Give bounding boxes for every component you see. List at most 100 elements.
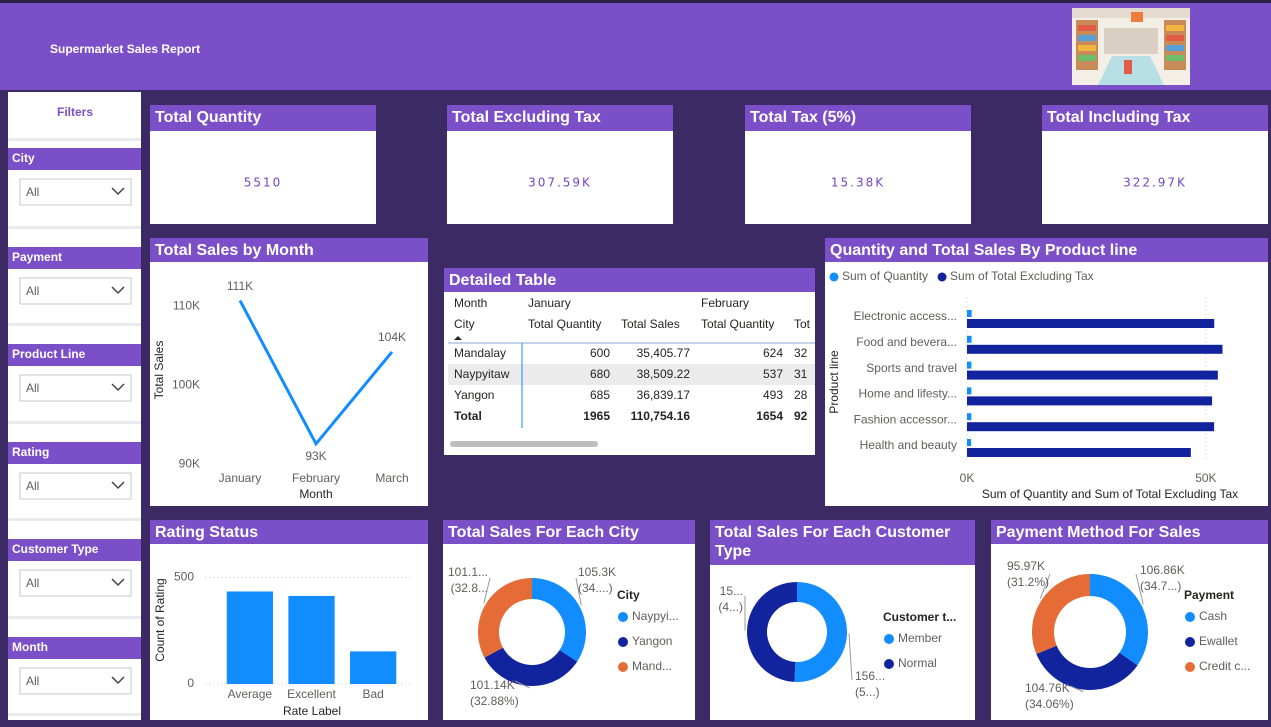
table-header: Total Sales: [621, 317, 680, 331]
dropdown-value[interactable]: All: [26, 381, 39, 395]
table-header: Total Quantity: [528, 317, 601, 331]
data-label: 95.97K: [1007, 559, 1045, 573]
filter-label-bar: [8, 442, 141, 464]
kpi-value: 307.59K: [528, 176, 592, 190]
bar: [967, 344, 1223, 354]
bar: [967, 370, 1218, 380]
panel-title: Total Sales For Each City: [448, 524, 639, 541]
table-cell: 1965: [583, 409, 610, 423]
donut-segment: [1036, 645, 1138, 690]
panel-title: Total Quantity: [155, 109, 262, 126]
panel: [444, 268, 815, 455]
donut-segment: [1090, 573, 1149, 666]
dropdown-box[interactable]: [19, 569, 132, 597]
panel-title: Total Tax (5%): [750, 109, 857, 126]
panel-title-bar: [1042, 105, 1268, 131]
percent-label: (31.2%): [1007, 575, 1049, 589]
legend-label: Sum of Quantity: [842, 269, 928, 283]
panel-title: Total Including Tax: [1047, 109, 1191, 126]
legend-label: Yangon: [632, 634, 672, 648]
panel-title-box: Total Sales For Each Customer Type: [715, 524, 951, 560]
dropdown-value[interactable]: All: [26, 674, 39, 688]
bar: [967, 413, 972, 421]
scrollbar[interactable]: [450, 441, 598, 447]
data-label: 15...: [720, 584, 743, 598]
filter-separator: [8, 323, 141, 326]
dropdown-box[interactable]: [19, 667, 132, 695]
store-image: [1072, 8, 1190, 85]
table-header: Total Quantity: [701, 317, 774, 331]
percent-label: (5...): [855, 685, 880, 699]
x-axis-title: Rate Label: [283, 704, 341, 718]
dropdown-chevron[interactable]: [111, 676, 125, 685]
table-header: City: [454, 317, 475, 331]
data-label: 104K: [378, 330, 406, 344]
panel-title-box: Payment Method For Sales: [996, 524, 1201, 541]
dropdown-value[interactable]: All: [26, 576, 39, 590]
panel-title-box: Total Sales by Month: [155, 242, 314, 259]
data-label: 101.14K: [470, 678, 515, 692]
leader-line: [1039, 573, 1051, 599]
y-tick-label: 0: [187, 676, 194, 690]
filter-dropdown[interactable]: All: [19, 667, 132, 695]
dropdown-box[interactable]: [19, 472, 132, 500]
filter-label: Customer Type: [12, 542, 99, 556]
table-cell: 35,405.77: [637, 346, 691, 360]
dropdown-chevron[interactable]: [111, 481, 125, 490]
y-tick-label: Sports and travel: [866, 361, 957, 375]
bar: [967, 439, 972, 446]
table-cell: 110,754.16: [631, 409, 691, 423]
donut-segment: [794, 582, 847, 682]
dropdown-value[interactable]: All: [26, 284, 39, 298]
dropdown-chevron[interactable]: [111, 578, 125, 587]
filter-dropdown[interactable]: All: [19, 178, 132, 206]
dropdown-value[interactable]: All: [26, 479, 39, 493]
panel-title-bar: [745, 105, 971, 131]
filter-label-bar: [8, 637, 141, 659]
panel-title: Rating Status: [155, 524, 259, 541]
filter-dropdown[interactable]: All: [19, 569, 132, 597]
legend-marker: [937, 272, 947, 282]
kpi-value: 15.38K: [831, 176, 885, 190]
data-label: 101.1...: [448, 565, 488, 579]
filter-dropdown[interactable]: All: [19, 374, 132, 402]
legend-marker: [618, 637, 628, 647]
table-cell: 624: [763, 346, 783, 360]
legend-label: Cash: [1199, 609, 1227, 623]
dropdown-box[interactable]: [19, 374, 132, 402]
filter-separator: [8, 616, 141, 619]
y-tick-label: 110K: [173, 299, 200, 313]
dropdown-chevron[interactable]: [111, 187, 125, 196]
y-tick-label: Food and bevera...: [856, 335, 957, 349]
header-band: [0, 0, 1271, 90]
dropdown-chevron[interactable]: [111, 383, 125, 392]
filter-separator: [8, 138, 141, 141]
filter-dropdown[interactable]: All: [19, 277, 132, 305]
panel-title-bar: [443, 520, 695, 544]
bar: [967, 335, 972, 343]
x-tick-label: 0K: [960, 471, 975, 485]
dropdown-box[interactable]: [19, 178, 132, 206]
table-cell: 92: [794, 409, 808, 423]
percent-label: (4...): [718, 600, 743, 614]
panel-title-box: Detailed Table: [449, 272, 556, 289]
panel-title-bar: [447, 105, 673, 131]
x-tick-label: January: [219, 471, 262, 485]
table-header: Tot: [794, 317, 811, 331]
panel-title: Total Sales by Month: [155, 242, 314, 259]
data-label: 93K: [305, 449, 326, 463]
filter-dropdown[interactable]: All: [19, 472, 132, 500]
legend-title: City: [617, 588, 640, 602]
panel-title-box: Total Including Tax: [1047, 109, 1191, 126]
filter-label-bar: [8, 247, 141, 269]
dropdown-box[interactable]: [19, 277, 132, 305]
panel-title: Total Sales For Each Customer Type: [715, 524, 951, 560]
table-cell: Mandalay: [454, 346, 506, 360]
report-title: Supermarket Sales Report: [50, 42, 200, 56]
filter-label-bar: [8, 344, 141, 366]
bar: [967, 396, 1213, 406]
dropdown-chevron[interactable]: [111, 286, 125, 295]
dropdown-value[interactable]: All: [26, 185, 39, 199]
y-axis-title: Product line: [827, 350, 841, 414]
